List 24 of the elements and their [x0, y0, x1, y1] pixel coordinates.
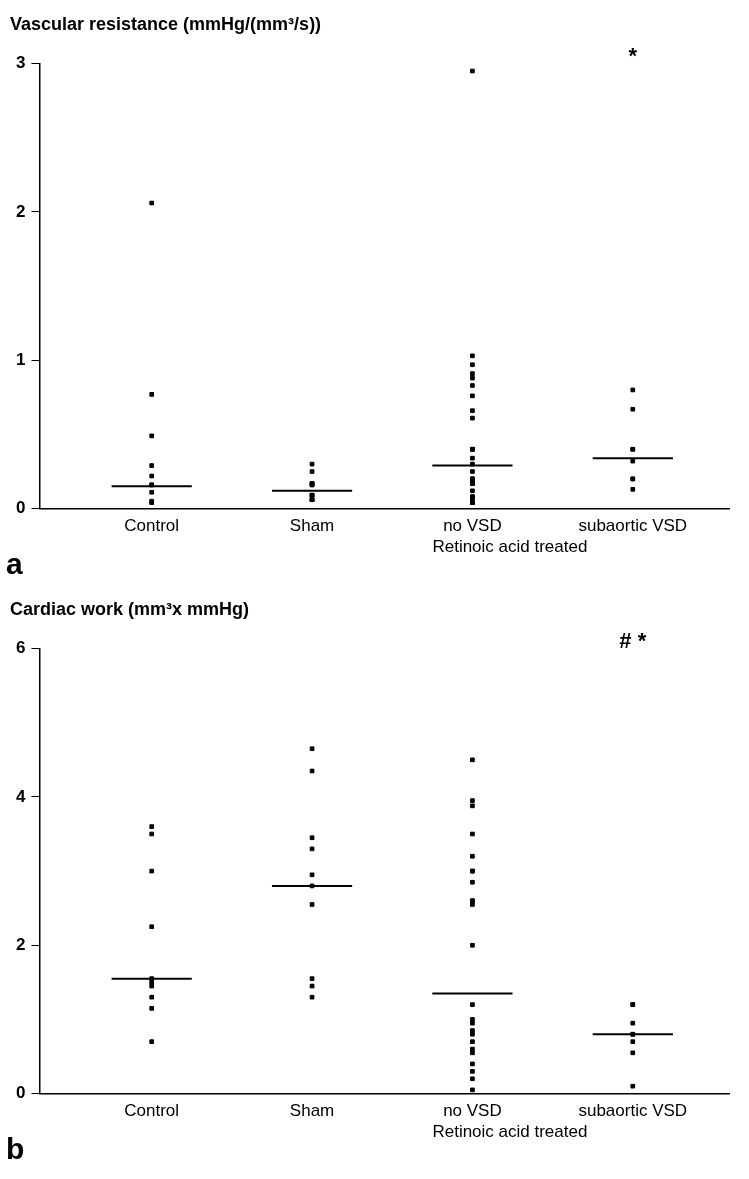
y-tick-label: 6 [15, 638, 26, 658]
x-tick-label: no VSD [443, 516, 502, 536]
y-tick-label: 0 [15, 1083, 26, 1103]
y-tick-label: 2 [15, 201, 26, 221]
chart-title: Cardiac work (mm³x mmHg) [10, 598, 250, 619]
x-tick-label: no VSD [443, 1101, 502, 1121]
y-tick-label: 1 [15, 349, 26, 369]
text: Retinoic acid treated [432, 536, 588, 556]
x-tick-label: Sham [289, 1101, 335, 1121]
y-tick-label: 2 [15, 934, 26, 954]
y-tick-label: 4 [15, 786, 26, 806]
y-tick-label: 0 [15, 498, 26, 518]
y-tick-label: 3 [15, 53, 26, 73]
x-tick-label: Control [124, 1101, 180, 1121]
text: b [6, 1132, 25, 1166]
x-tick-label: Control [124, 516, 180, 536]
text: a [6, 547, 23, 581]
chart-title: Vascular resistance (mmHg/(mm³/s)) [10, 13, 322, 34]
annotation: # * [619, 627, 647, 653]
text: Retinoic acid treated [432, 1121, 588, 1141]
annotation: * [628, 42, 638, 68]
x-tick-label: subaortic VSD [578, 1101, 688, 1121]
x-tick-label: Sham [289, 516, 335, 536]
x-tick-label: subaortic VSD [578, 516, 688, 536]
